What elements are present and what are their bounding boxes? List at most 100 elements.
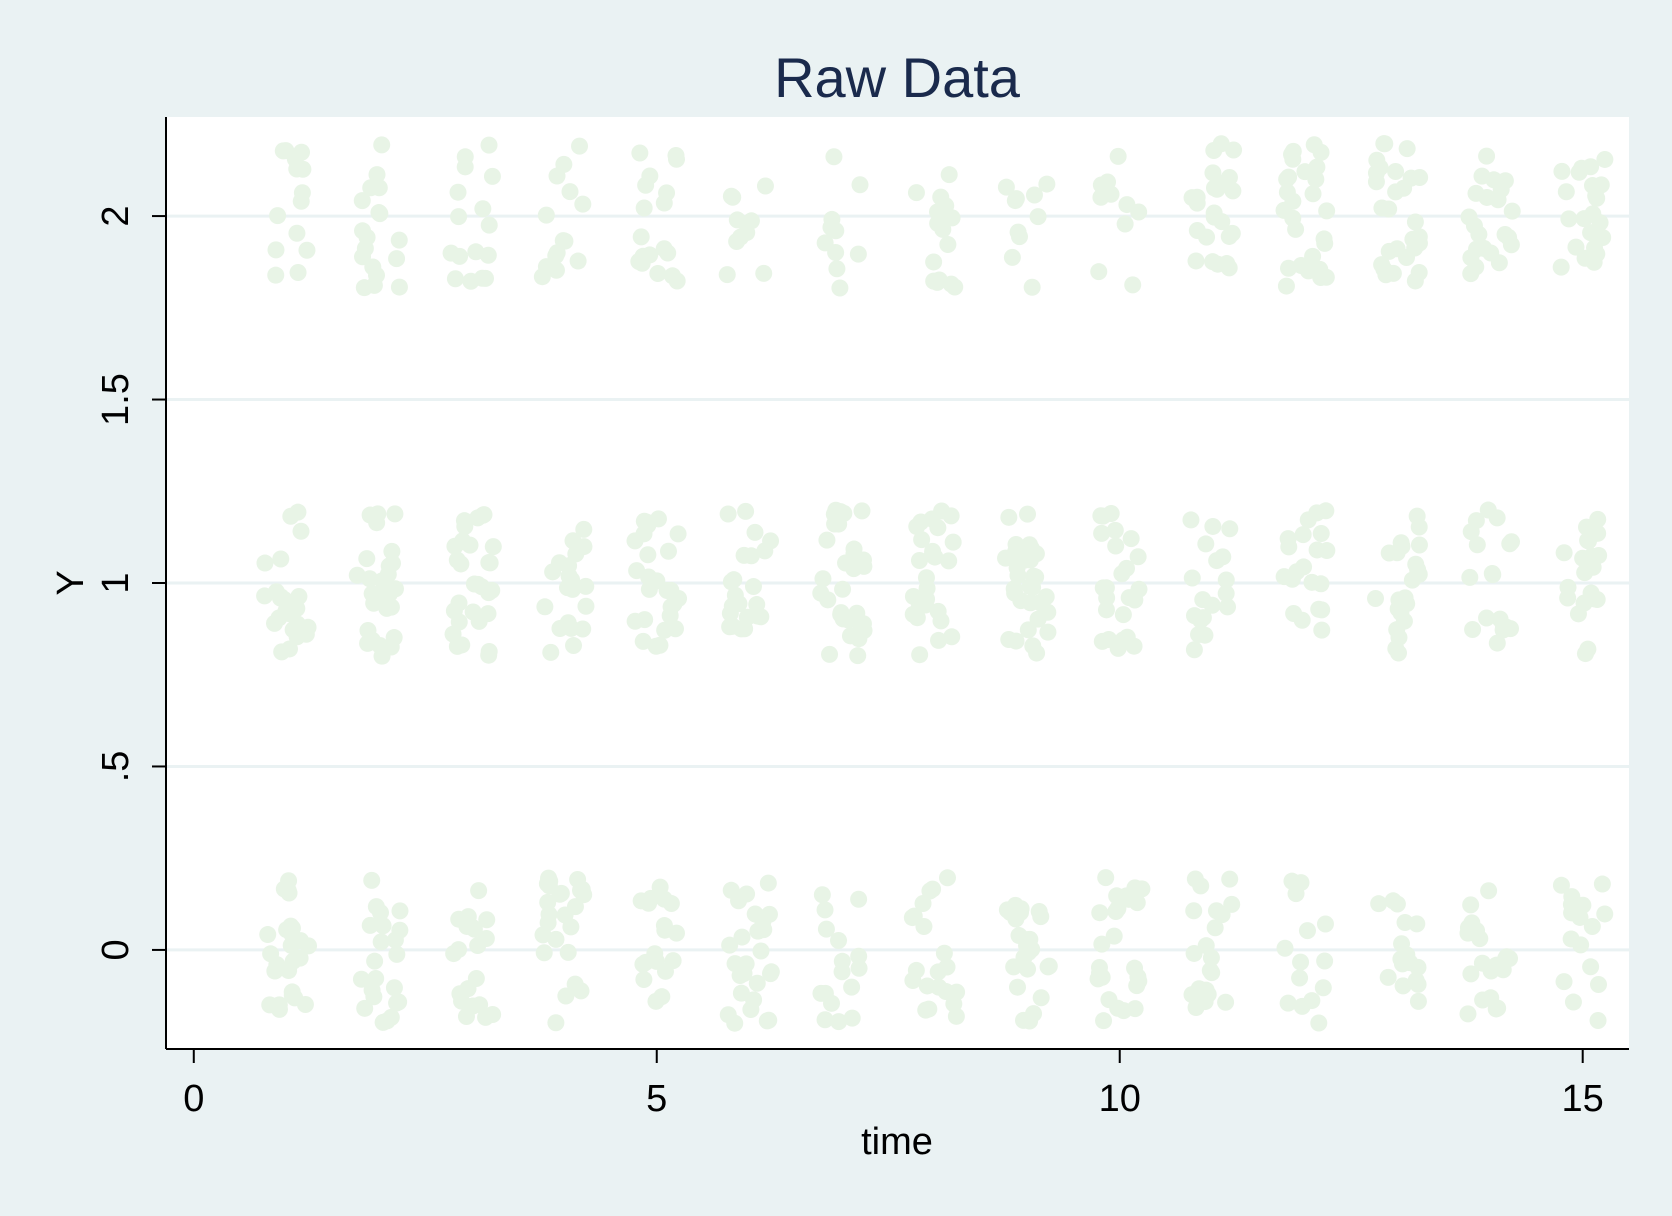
data-point [744,578,762,596]
data-point [294,160,312,178]
data-point [1562,930,1580,948]
data-point [1125,637,1143,655]
data-point [538,875,556,893]
data-point [1308,158,1326,176]
data-point [536,598,554,616]
data-point [851,176,869,194]
data-point [273,643,291,661]
data-point [845,545,863,563]
data-point [1582,158,1600,176]
data-point [479,246,497,264]
data-point [638,513,656,531]
data-point [1586,239,1604,257]
data-point [1293,997,1311,1015]
data-point [1395,179,1413,197]
data-point [1003,248,1021,266]
data-point [1410,565,1428,583]
data-point [937,983,955,1001]
data-point [1122,530,1140,548]
data-point [286,989,304,1007]
data-point [470,882,488,900]
data-point [556,232,574,250]
data-point [911,646,929,664]
data-point [833,952,851,970]
data-point [446,537,464,555]
data-point [1128,977,1146,995]
data-point [1409,992,1427,1010]
data-point [1006,192,1024,210]
data-point [577,597,595,615]
data-point [1125,890,1143,908]
data-point [480,643,498,661]
data-point [728,233,746,251]
data-point [1503,202,1521,220]
data-point [904,972,922,990]
data-point [353,192,371,210]
data-point [548,167,566,185]
data-point [929,519,947,537]
data-point [924,880,942,898]
data-point [288,224,306,242]
data-point [759,874,777,892]
data-point [484,538,502,556]
data-point [845,560,863,578]
data-point [556,906,574,924]
data-point [382,598,400,616]
data-point [388,250,406,268]
data-point [1553,162,1571,180]
data-point [1093,524,1111,542]
data-point [266,614,284,632]
data-point [1502,236,1520,254]
data-point [1202,949,1220,967]
data-point [473,269,491,287]
data-point [372,933,390,951]
data-point [382,1008,400,1026]
data-point [1370,895,1388,913]
data-point [289,264,307,282]
data-point [1102,185,1120,203]
data-point [1190,626,1208,644]
data-point [533,268,551,286]
data-point [1375,260,1393,278]
data-point [390,993,408,1011]
data-point [1410,234,1428,252]
data-point [723,597,741,615]
data-point [574,620,592,638]
data-point [733,928,751,946]
data-point [1032,908,1050,926]
data-point [1294,526,1312,544]
data-point [450,208,468,226]
x-tick-label-0: 0 [183,1078,204,1120]
data-point [947,1007,965,1025]
data-point [569,252,587,270]
data-point [816,901,834,919]
data-point [456,517,474,535]
gridlines [166,214,1629,952]
y-tick-label-4: 2 [95,206,137,227]
data-point [391,902,409,920]
data-point [256,554,274,572]
data-point [382,638,400,656]
data-point [1126,959,1144,977]
data-point [1308,504,1326,522]
data-point [1109,147,1127,165]
data-point [1212,135,1230,153]
data-point [1203,964,1221,982]
data-point [1488,634,1506,652]
data-point [853,502,871,520]
data-point [817,920,835,938]
data-point [1589,1011,1607,1029]
data-point [1207,902,1225,920]
data-point [1318,202,1336,220]
data-point [1464,620,1482,638]
data-point [1217,584,1235,602]
data-point [577,577,595,595]
data-point [940,552,958,570]
data-point [1571,908,1589,926]
data-point [1291,969,1309,987]
data-point [1091,904,1109,922]
data-point [1368,151,1386,169]
data-point [1316,234,1334,252]
data-point [1182,511,1200,529]
data-point [831,279,849,297]
